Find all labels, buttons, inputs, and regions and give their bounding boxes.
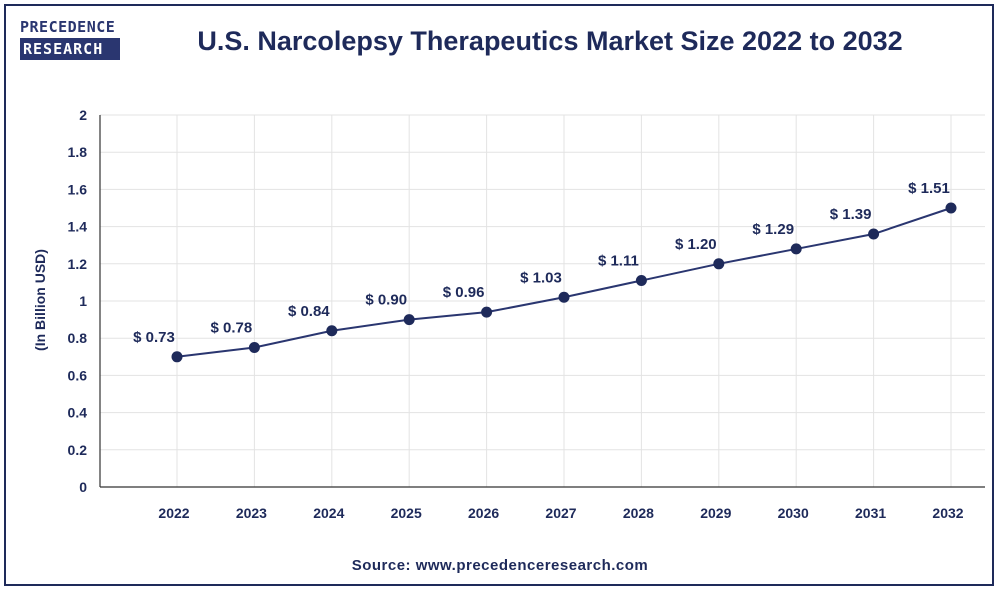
data-label: $ 1.11 xyxy=(598,253,639,270)
data-point xyxy=(713,258,725,270)
data-points xyxy=(171,202,957,363)
y-tick-label: 0 xyxy=(79,479,87,495)
x-tick-label: 2029 xyxy=(700,505,731,521)
data-point xyxy=(790,243,802,255)
y-tick-label: 0.4 xyxy=(68,405,88,421)
x-tick-labels: 2022 2023 2024 2025 2026 2027 2028 2029 2030 2031… xyxy=(158,505,963,521)
x-tick-label: 2030 xyxy=(778,505,809,521)
data-label: $ 0.78 xyxy=(211,320,253,337)
chart-frame xyxy=(4,4,994,586)
data-point xyxy=(326,325,338,337)
logo-text-bottom: RESEARCH xyxy=(20,38,120,60)
y-axis-title: (In Billion USD) xyxy=(32,249,48,351)
data-point xyxy=(481,306,493,318)
y-tick-label: 0.6 xyxy=(68,367,88,383)
data-labels: $ 0.73 $ 0.78 $ 0.84 $ 0.90 $ 0.96 $ 1.03 $ 1.… xyxy=(133,180,950,346)
y-tick-label: 0.2 xyxy=(68,442,88,458)
y-tick-label: 1 xyxy=(79,293,87,309)
source-note: Source: www.precedenceresearch.com xyxy=(351,557,649,574)
data-label: $ 1.39 xyxy=(830,206,872,223)
data-label: $ 0.90 xyxy=(365,292,407,309)
data-label: $ 0.73 xyxy=(133,329,175,346)
x-tick-label: 2032 xyxy=(932,505,963,521)
data-point xyxy=(868,228,880,240)
data-point xyxy=(635,275,647,287)
y-tick-label: 0.8 xyxy=(68,330,88,346)
x-tick-label: 2026 xyxy=(468,505,499,521)
brand-logo: PRECEDENCE RESEARCH xyxy=(20,18,120,60)
data-point xyxy=(248,342,260,353)
x-tick-label: 2027 xyxy=(545,505,576,521)
x-tick-label: 2022 xyxy=(158,505,189,521)
data-point xyxy=(945,202,957,214)
x-tick-label: 2025 xyxy=(391,505,422,521)
data-label: $ 0.84 xyxy=(288,303,330,320)
data-label: $ 1.20 xyxy=(675,236,717,253)
chart-title: U.S. Narcolepsy Therapeutics Market Size… xyxy=(197,26,903,56)
logo-text-top: PRECEDENCE xyxy=(20,18,116,36)
y-tick-label: 1.8 xyxy=(68,144,88,160)
data-label: $ 1.29 xyxy=(752,221,794,238)
y-tick-label: 1.6 xyxy=(68,181,88,197)
x-tick-label: 2028 xyxy=(623,505,654,521)
chart-grid xyxy=(100,114,985,487)
y-tick-labels: 0 0.2 0.4 0.6 0.8 1 1.2 1.4 1.6 1.8 2 xyxy=(68,107,88,495)
data-label: $ 0.96 xyxy=(443,284,485,301)
data-point xyxy=(558,291,570,303)
y-tick-label: 1.4 xyxy=(68,219,88,235)
x-tick-label: 2031 xyxy=(855,505,886,521)
y-tick-label: 1.2 xyxy=(68,256,88,272)
data-point xyxy=(171,351,183,363)
chart-axes xyxy=(99,115,985,488)
data-label: $ 1.03 xyxy=(520,269,562,286)
x-tick-label: 2023 xyxy=(236,505,267,521)
data-label: $ 1.51 xyxy=(908,180,950,197)
y-tick-label: 2 xyxy=(79,107,87,123)
x-tick-label: 2024 xyxy=(313,505,344,521)
data-point xyxy=(403,314,415,326)
